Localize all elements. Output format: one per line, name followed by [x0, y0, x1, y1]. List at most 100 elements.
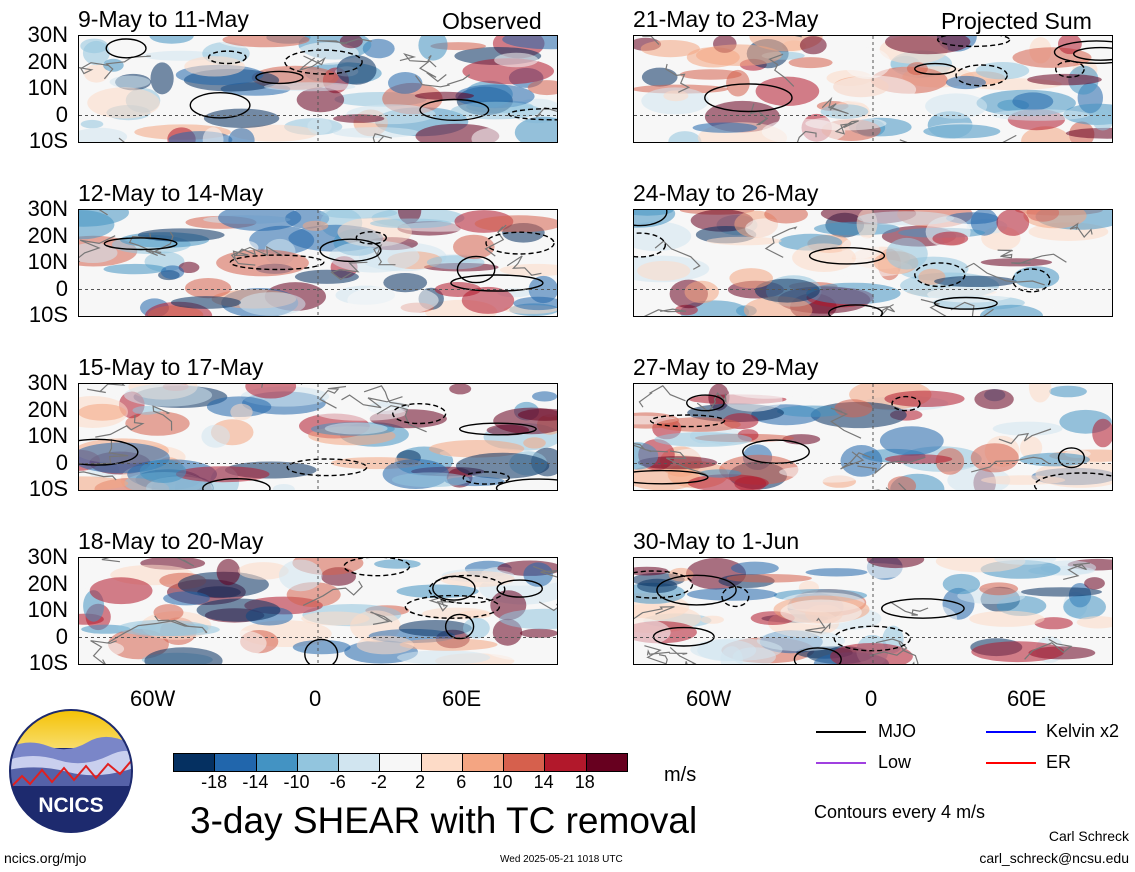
coastline — [532, 565, 557, 578]
coastline — [666, 450, 708, 477]
contour-negative — [721, 586, 750, 608]
coastline — [971, 456, 1050, 473]
coastline — [376, 405, 427, 433]
coastline — [299, 55, 326, 71]
shear-blob — [398, 620, 472, 637]
shear-blob — [755, 278, 820, 303]
shear-blob — [124, 384, 213, 407]
contour-positive — [103, 237, 178, 251]
contour-negative — [833, 625, 911, 652]
shear-blob — [942, 573, 981, 595]
site-link[interactable]: ncics.org/mjo — [4, 850, 87, 866]
lon-label: 60W — [130, 686, 176, 711]
colorbar-swatch — [339, 754, 381, 771]
shear-blob — [388, 72, 423, 94]
shear-blob — [414, 91, 474, 100]
shear-blob — [422, 607, 491, 620]
shear-map — [633, 209, 1113, 317]
shear-blob — [324, 422, 388, 435]
colorbar-tick: 2 — [415, 772, 426, 792]
contour-negative — [914, 262, 966, 288]
coastline — [316, 38, 372, 45]
contour-positive — [634, 210, 668, 227]
shear-blob — [686, 587, 778, 601]
shear-blob — [320, 210, 398, 219]
shear-blob — [307, 117, 332, 135]
coastline — [821, 96, 849, 115]
coastline — [898, 641, 919, 664]
contour-positive — [458, 422, 537, 436]
lat-label: 30N — [27, 544, 68, 569]
shear-blob — [657, 417, 741, 432]
shear-blob — [974, 389, 1014, 410]
shear-blob — [844, 47, 891, 79]
contour-negative — [634, 232, 666, 258]
shear-blob — [792, 243, 856, 272]
shear-blob — [296, 87, 345, 113]
shear-blob — [132, 405, 162, 415]
contour-positive — [1053, 40, 1112, 64]
shear-blob — [806, 282, 901, 305]
shear-blob — [654, 432, 752, 447]
contour-positive — [1057, 447, 1085, 469]
shear-blob — [886, 237, 928, 270]
shear-blob — [724, 387, 783, 412]
contour-positive — [933, 296, 998, 310]
shear-blob — [637, 578, 678, 593]
lat-label: 30N — [27, 22, 68, 47]
contour-positive — [319, 238, 382, 263]
shear-map — [78, 557, 558, 665]
lat-label: 20N — [27, 222, 68, 248]
shear-blob — [971, 641, 1065, 663]
coastline — [834, 120, 859, 135]
panel-title: 30-May to 1-Jun — [633, 528, 800, 554]
colorbar-swatch — [586, 754, 627, 771]
contour-negative — [634, 570, 694, 599]
coastline — [997, 249, 1013, 259]
lon-label: 60E — [1007, 686, 1047, 711]
shear-blob — [981, 475, 1066, 485]
legend-line-kelvin — [986, 731, 1036, 733]
shear-blob — [513, 296, 557, 311]
shear-blob — [356, 635, 414, 655]
lon-label: 0 — [309, 686, 322, 711]
legend-label-kelvin: Kelvin x2 — [1046, 721, 1120, 741]
shear-blob — [1021, 126, 1071, 142]
contour-positive — [432, 575, 476, 601]
author-email[interactable]: carl_schreck@ncsu.edu — [979, 850, 1129, 866]
coastline — [646, 649, 688, 656]
shear-blob — [1084, 577, 1105, 590]
colorbar-swatch — [256, 754, 298, 771]
coastline — [665, 63, 691, 93]
lat-label: 20N — [27, 48, 68, 74]
panel-title: 9-May to 11-May — [78, 6, 249, 32]
shear-blob — [756, 630, 846, 652]
shear-blob — [399, 638, 498, 651]
shear-blob — [925, 93, 988, 119]
shear-blob — [519, 628, 557, 638]
shear-blob — [80, 119, 104, 129]
shear-blob — [1065, 127, 1112, 139]
shear-blob — [455, 452, 550, 479]
shear-map — [633, 383, 1113, 491]
shear-blob — [131, 623, 220, 637]
panel-tag: Observed — [442, 8, 542, 34]
coastline — [830, 407, 862, 439]
shear-blob — [201, 424, 230, 448]
shear-blob — [302, 220, 329, 231]
shear-blob — [1021, 587, 1102, 597]
shear-blob — [1013, 266, 1060, 289]
lat-label: 10N — [27, 75, 68, 100]
colorbar-swatch — [380, 754, 422, 771]
lat-label: 30N — [27, 370, 68, 395]
shear-blob — [79, 403, 127, 421]
lat-label: 0 — [55, 623, 68, 649]
shear-map — [78, 383, 558, 491]
contour-negative — [485, 231, 555, 255]
shear-blob — [332, 127, 419, 138]
shear-blob — [923, 124, 1001, 139]
coastline — [840, 451, 871, 470]
contour-positive — [914, 62, 957, 75]
shear-blob — [834, 399, 873, 418]
shear-blob — [499, 608, 557, 630]
